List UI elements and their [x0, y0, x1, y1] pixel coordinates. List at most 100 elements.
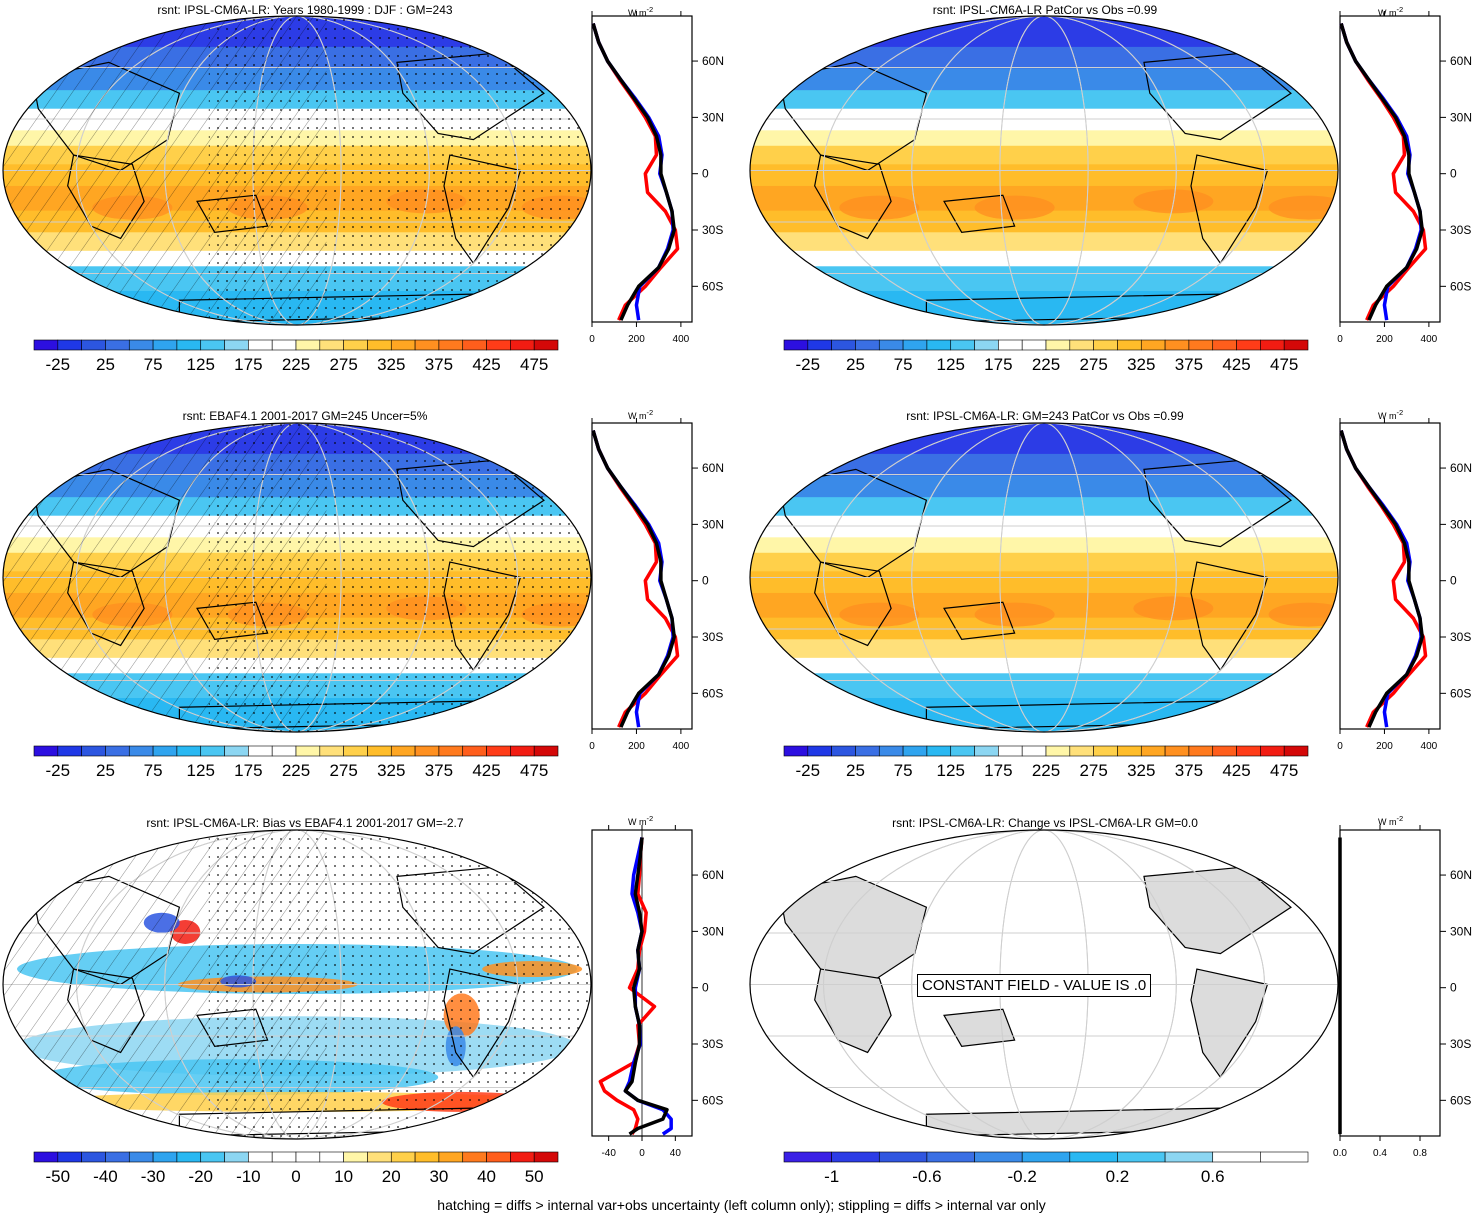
zonal-ytick: 60N [1450, 461, 1472, 475]
zonal-xtick: 0 [589, 741, 595, 752]
colorbar-tick-label: 425 [472, 355, 501, 374]
zonal-frame [1339, 829, 1441, 1137]
footer-caption: hatching = diffs > internal var+obs unce… [437, 1197, 1046, 1213]
zonal-ytick: 60S [702, 686, 723, 700]
colorbar-tick-label: 125 [186, 355, 215, 374]
colorbar-tick-label: 175 [234, 761, 263, 780]
map-border [749, 829, 1339, 1140]
zonal-ytick: 60S [1450, 1093, 1471, 1107]
zonal-frame [1339, 422, 1441, 730]
zonal-ytick: 0 [702, 574, 709, 588]
zonal-xtick: 0.8 [1413, 1148, 1427, 1159]
zonal-plot: 60N 30N 0 30S 60S -40 0 40 [591, 825, 724, 1159]
colorbar-cell [1164, 1151, 1214, 1163]
map-panel [2, 15, 592, 326]
panel-title: rsnt: IPSL-CM6A-LR PatCor vs Obs =0.99 [932, 3, 1158, 17]
colorbar-tick-label: 25 [95, 355, 115, 374]
colorbar-tick-label: 375 [424, 761, 454, 780]
zonal-xtick: 400 [1421, 334, 1438, 345]
colorbar-tick-label: -50 [45, 1167, 71, 1186]
colorbar-tick-label: 20 [381, 1167, 401, 1186]
zonal-xtick: 200 [1376, 334, 1393, 345]
zonal-xtick: 400 [1421, 741, 1438, 752]
colorbar-tick-label: -25 [45, 761, 71, 780]
colorbar-tick-label: 75 [143, 355, 163, 374]
panel-title: rsnt: IPSL-CM6A-LR: GM=243 PatCor vs Obs… [906, 409, 1184, 423]
zonal-ytick: 0 [1450, 981, 1457, 995]
map-border [2, 422, 592, 733]
zonal-ytick: 30N [1450, 110, 1472, 124]
zonal-xtick: 200 [1376, 741, 1393, 752]
colorbar-tick-label: 125 [936, 761, 965, 780]
colorbar-tick-label: 10 [334, 1167, 354, 1186]
zonal-line-model [1339, 23, 1424, 321]
zonal-xtick: 400 [673, 741, 690, 752]
colorbar-tick-label: -0.2 [1007, 1167, 1037, 1186]
colorbar-tick-label: -0.6 [912, 1167, 942, 1186]
colorbar-tick-label: 75 [143, 761, 163, 780]
colorbar-swatches [33, 1151, 559, 1163]
colorbar-tick-label: 275 [1079, 355, 1108, 374]
colorbar-tick-label: 0.6 [1200, 1167, 1225, 1186]
colorbar-tick-label: 475 [519, 355, 549, 374]
unit-label: W m-2 [628, 408, 654, 421]
colorbar-tick-label: 0 [291, 1167, 301, 1186]
zonal-ytick: 30S [702, 630, 723, 644]
colorbar-tick-label: 425 [1222, 355, 1251, 374]
colorbar-tick-label: 375 [1174, 355, 1204, 374]
zonal-plot: 60N 30N 0 30S 60S 0 200 400 [1337, 418, 1472, 752]
zonal-xtick: 200 [628, 334, 645, 345]
colorbar-tick-label: 40 [477, 1167, 496, 1186]
map-field [3, 830, 591, 1139]
colorbar-cell [533, 339, 559, 351]
colorbar-tick-label: -25 [45, 355, 71, 374]
zonal-frame [1339, 15, 1441, 323]
map-panel [749, 15, 1339, 326]
colorbar-tick-label: 75 [893, 761, 913, 780]
coastline [814, 154, 892, 240]
colorbar-tick-label: 275 [329, 355, 358, 374]
zonal-plot: 60N 30N 0 30S 60S 0 200 400 [1337, 11, 1472, 345]
map-border [2, 15, 592, 326]
colorbar-cell [1069, 1151, 1118, 1163]
colorbar-tick-label: 475 [1269, 355, 1299, 374]
map-border [749, 15, 1339, 326]
colorbar-tick-label: 375 [1174, 761, 1204, 780]
zonal-ytick: 60N [1450, 54, 1472, 68]
colorbar-tick-label: 225 [281, 761, 311, 780]
colorbar-cell [1260, 1151, 1309, 1163]
zonal-line-ref [598, 837, 657, 1136]
colorbar-tick-label: -40 [93, 1167, 118, 1186]
zonal-ytick: 60N [1450, 868, 1472, 882]
zonal-ytick: 30S [1450, 223, 1471, 237]
zonal-xtick: 200 [628, 741, 645, 752]
colorbar-tick-label: 225 [281, 355, 311, 374]
colorbar-cell [831, 1151, 880, 1163]
zonal-ytick: 60S [1450, 686, 1471, 700]
map-panel [749, 422, 1339, 733]
colorbar-tick-label: -25 [795, 761, 821, 780]
colorbar-tick-label: 50 [524, 1167, 544, 1186]
unit-label: W m-2 [628, 814, 654, 827]
zonal-ytick: 30N [1450, 517, 1472, 531]
zonal-xtick: 0 [589, 334, 595, 345]
colorbar-tick-label: -10 [236, 1167, 261, 1186]
map-panel [2, 829, 592, 1140]
colorbar-cell [783, 1151, 832, 1163]
colorbar-cell [974, 1151, 1023, 1163]
unit-label: W m-2 [1378, 5, 1404, 18]
unit-label: W m-2 [628, 5, 654, 18]
map-border [2, 829, 592, 1140]
panel-title: rsnt: EBAF4.1 2001-2017 GM=245 Uncer=5% [182, 409, 428, 423]
colorbar-cell [926, 1151, 975, 1163]
zonal-xtick: 0 [1337, 334, 1343, 345]
colorbar-tick-label: 225 [1031, 761, 1061, 780]
colorbar-tick-label: -20 [188, 1167, 214, 1186]
colorbar-swatches [33, 339, 559, 351]
colorbar-tick-label: 25 [845, 761, 865, 780]
colorbar-tick-label: 25 [845, 355, 865, 374]
zonal-xtick: 0 [639, 1148, 645, 1159]
zonal-ytick: 60N [702, 54, 724, 68]
colorbar-tick-label: 325 [1127, 761, 1156, 780]
